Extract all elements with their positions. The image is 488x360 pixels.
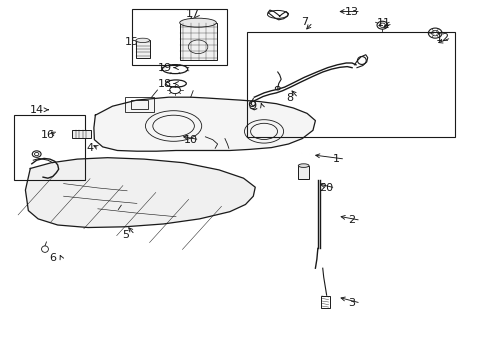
Text: 18: 18 bbox=[158, 78, 172, 89]
Text: 1: 1 bbox=[332, 154, 339, 164]
Text: 2: 2 bbox=[348, 215, 355, 225]
Text: 4: 4 bbox=[87, 143, 94, 153]
Text: 19: 19 bbox=[158, 63, 172, 73]
Text: 6: 6 bbox=[49, 253, 56, 264]
Text: 14: 14 bbox=[30, 105, 43, 115]
Text: 9: 9 bbox=[249, 101, 256, 111]
Ellipse shape bbox=[298, 164, 308, 167]
Bar bbox=[246, 32, 454, 137]
Polygon shape bbox=[25, 158, 255, 228]
Bar bbox=[14, 115, 84, 180]
Text: 10: 10 bbox=[183, 135, 197, 145]
Bar bbox=[124, 97, 154, 112]
Text: 16: 16 bbox=[41, 130, 55, 140]
Text: 20: 20 bbox=[319, 183, 333, 193]
Bar bbox=[131, 100, 147, 109]
Text: 11: 11 bbox=[376, 18, 390, 28]
Text: 17: 17 bbox=[186, 9, 200, 19]
Bar bbox=[320, 296, 329, 308]
Ellipse shape bbox=[180, 18, 216, 27]
Bar bbox=[136, 40, 149, 58]
Text: 12: 12 bbox=[435, 33, 448, 43]
Text: 3: 3 bbox=[348, 298, 355, 308]
Polygon shape bbox=[94, 97, 315, 151]
Text: 5: 5 bbox=[122, 230, 129, 240]
Ellipse shape bbox=[136, 38, 149, 42]
Text: 8: 8 bbox=[285, 93, 292, 103]
Bar bbox=[72, 130, 91, 138]
Bar bbox=[298, 166, 308, 179]
Text: 7: 7 bbox=[300, 17, 307, 27]
Bar bbox=[180, 23, 216, 60]
Text: 13: 13 bbox=[345, 6, 358, 17]
Bar bbox=[132, 9, 227, 65]
Text: 15: 15 bbox=[125, 37, 139, 48]
